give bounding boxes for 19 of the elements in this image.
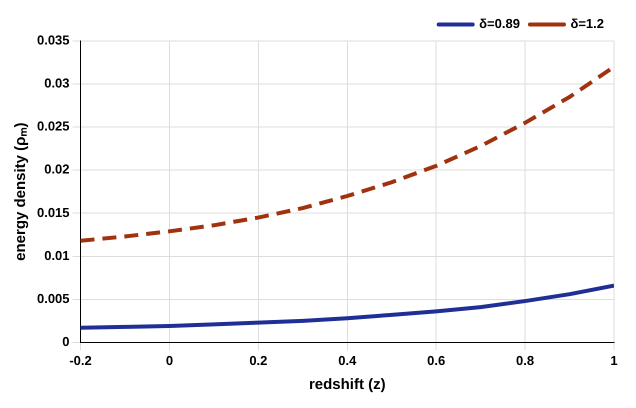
x-tick-label: -0.2 (69, 352, 92, 368)
y-tick-label: 0.015 (36, 204, 70, 220)
x-axis-title: redshift (z) (308, 376, 386, 394)
y-tick-label: 0.025 (36, 118, 70, 134)
legend-label: δ=1.2 (570, 16, 604, 32)
y-tick-label: 0.035 (36, 32, 70, 48)
x-tick-label: 0.8 (516, 352, 534, 368)
y-axis-title: energy density (ρₘ) (12, 122, 30, 261)
x-tick-label: 0.2 (249, 352, 268, 368)
y-tick-label: 0.005 (36, 290, 70, 306)
x-tick-label: 1 (610, 352, 618, 368)
y-tick-label: 0.01 (44, 248, 70, 263)
x-tick-label: 0.4 (338, 352, 358, 368)
y-tick-label: 0 (62, 334, 70, 349)
x-tick-label: 0 (166, 352, 174, 368)
x-tick-label: 0.6 (427, 352, 446, 368)
y-tick-label: 0.02 (44, 162, 70, 177)
legend-label: δ=0.89 (479, 16, 520, 32)
y-tick-label: 0.03 (44, 76, 70, 91)
